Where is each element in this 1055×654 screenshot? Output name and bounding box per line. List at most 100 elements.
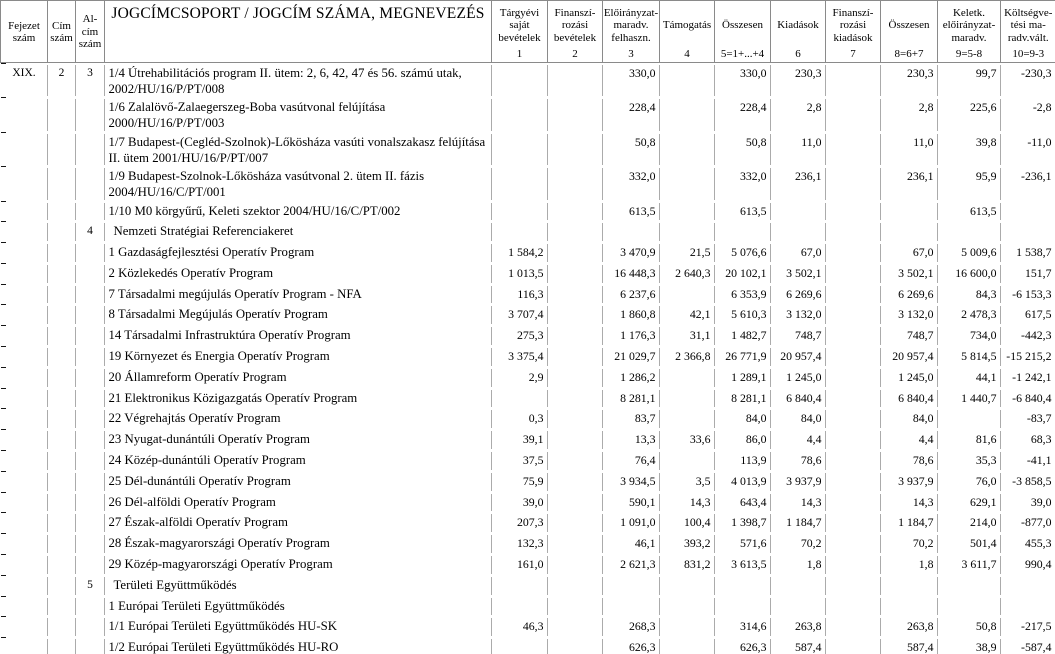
table-row: 1/2 Európai Területi Együttműködés HU-RO… [0, 637, 1055, 654]
cell-col-2 [547, 201, 603, 222]
cell-alcim-szam: 4 [75, 222, 105, 243]
cell-col-8: 11,0 [880, 132, 938, 167]
cell-col-10: -15 215,2 [1000, 347, 1055, 368]
cell-cim-szam [47, 167, 76, 202]
cell-cim-szam [47, 409, 76, 430]
cell-megnevezes: 23 Nyugat-dunántúli Operatív Program [104, 430, 492, 451]
cell-cim-szam [47, 347, 76, 368]
table-row: 26 Dél-alföldi Operatív Program 39,0 590,1… [0, 491, 1055, 513]
cell-megnevezes: 1/6 Zalalövő-Zalaegerszeg-Boba vasútvona… [104, 98, 492, 133]
table-row: 21 Elektronikus Közigazgatás Operatív Pr… [0, 387, 1055, 409]
col-header-megnevezes-label: JOGCÍMCSOPORT / JOGCÍM SZÁMA, MEGNEVEZÉS [111, 5, 485, 22]
col-header-targyevi-label: Tárgyévi saját bevételek [498, 6, 541, 44]
cell-col-5: 228,4 [714, 98, 771, 133]
cell-col-10: -2,8 [1000, 98, 1055, 133]
cell-col-10: -877,0 [1000, 513, 1055, 534]
cell-col-4 [659, 132, 715, 167]
cell-alcim-szam [75, 513, 105, 534]
cell-col-5: 643,4 [714, 492, 771, 513]
cell-fejezet-szam [0, 470, 48, 492]
cell-col-10: -230,3 [1000, 63, 1055, 98]
cell-cim-szam [47, 367, 76, 388]
cell-col-10: -1 242,1 [1000, 367, 1055, 388]
cell-col-1 [491, 167, 548, 202]
cell-col-6: 11,0 [770, 132, 826, 167]
cell-col-1 [491, 201, 548, 222]
cell-megnevezes: 19 Környezet és Energia Operatív Program [104, 347, 492, 368]
cell-megnevezes: 28 Észak-magyarországi Operatív Program [104, 534, 492, 555]
col-header-fin-bev-label: Finanszí- rozási bevételek [553, 6, 597, 44]
cell-col-1: 75,9 [491, 471, 548, 492]
cell-col-3: 613,5 [602, 201, 660, 222]
cell-col-7 [825, 63, 881, 98]
cell-col-5: 3 613,5 [714, 555, 771, 576]
cell-col-1: 3 707,4 [491, 305, 548, 326]
cell-col-4: 2 366,8 [659, 347, 715, 368]
cell-alcim-szam [75, 451, 105, 472]
cell-fejezet-szam [0, 595, 48, 617]
cell-alcim-szam [75, 638, 105, 654]
cell-alcim-szam [75, 409, 105, 430]
cell-col-10: -236,1 [1000, 167, 1055, 202]
cell-col-7 [825, 555, 881, 576]
table-row: 28 Észak-magyarországi Operatív Program 1… [0, 533, 1055, 555]
cell-cim-szam [47, 243, 76, 264]
cell-col-3: 50,8 [602, 132, 660, 167]
cell-col-9 [937, 222, 1001, 243]
cell-col-1: 37,5 [491, 451, 548, 472]
cell-fejezet-szam [0, 242, 48, 264]
cell-col-8 [880, 222, 938, 243]
cell-col-4 [659, 409, 715, 430]
cell-col-10 [1000, 201, 1055, 222]
cell-col-6 [770, 222, 826, 243]
cell-alcim-szam [75, 98, 105, 133]
cell-fejezet-szam [0, 616, 48, 638]
col-header-finanszirozasi-kiadasok: Finanszí- rozási kiadások 7 [825, 0, 881, 63]
col-header-kiadasok-label: Kiadások [777, 19, 819, 32]
cell-col-1: 0,3 [491, 409, 548, 430]
cell-col-8: 1 245,0 [880, 367, 938, 388]
cell-megnevezes: 1/7 Budapest-(Cegléd-Szolnok)-Lőkösháza … [104, 132, 492, 167]
cell-col-1 [491, 638, 548, 654]
table-row: 24 Közép-dunántúli Operatív Program 37,5 7… [0, 450, 1055, 472]
table-row: 25 Dél-dunántúli Operatív Program 75,9 3 9… [0, 470, 1055, 492]
cell-col-4: 42,1 [659, 305, 715, 326]
cell-col-7 [825, 451, 881, 472]
cell-col-9: 35,3 [937, 451, 1001, 472]
cell-col-10: -83,7 [1000, 409, 1055, 430]
table-row: XIX. 2 3 1/4 Útrehabilitációs program II. ü… [0, 62, 1055, 98]
cell-col-2 [547, 492, 603, 513]
cell-col-1: 161,0 [491, 555, 548, 576]
cell-col-2 [547, 596, 603, 617]
cell-col-4 [659, 617, 715, 638]
cell-col-2 [547, 222, 603, 243]
cell-col-2 [547, 132, 603, 167]
cell-col-4 [659, 284, 715, 305]
cell-col-8: 3 937,9 [880, 471, 938, 492]
cell-cim-szam [47, 388, 76, 409]
cell-megnevezes: 26 Dél-alföldi Operatív Program [104, 492, 492, 513]
cell-col-7 [825, 263, 881, 284]
cell-col-5 [714, 596, 771, 617]
col-header-osszesen-5: Összesen 5=1+...+4 [714, 0, 771, 63]
cell-col-6: 1,8 [770, 555, 826, 576]
cell-col-1: 132,3 [491, 534, 548, 555]
cell-col-2 [547, 617, 603, 638]
col-header-fejezet-szam-label: Fejezet szám [8, 19, 40, 45]
cell-col-7 [825, 284, 881, 305]
cell-col-5: 1 482,7 [714, 326, 771, 347]
cell-col-5: 571,6 [714, 534, 771, 555]
cell-fejezet-szam [0, 366, 48, 388]
cell-col-10: 151,7 [1000, 263, 1055, 284]
cell-col-3: 83,7 [602, 409, 660, 430]
cell-col-3: 6 237,6 [602, 284, 660, 305]
table-body: XIX. 2 3 1/4 Útrehabilitációs program II. ü… [0, 62, 1055, 654]
cell-col-4: 100,4 [659, 513, 715, 534]
cell-fejezet-szam [0, 262, 48, 284]
cell-col-10: -217,5 [1000, 617, 1055, 638]
cell-col-3: 13,3 [602, 430, 660, 451]
cell-fejezet-szam [0, 429, 48, 451]
cell-col-8 [880, 575, 938, 596]
cell-fejezet-szam [0, 387, 48, 409]
cell-col-9: 613,5 [937, 201, 1001, 222]
